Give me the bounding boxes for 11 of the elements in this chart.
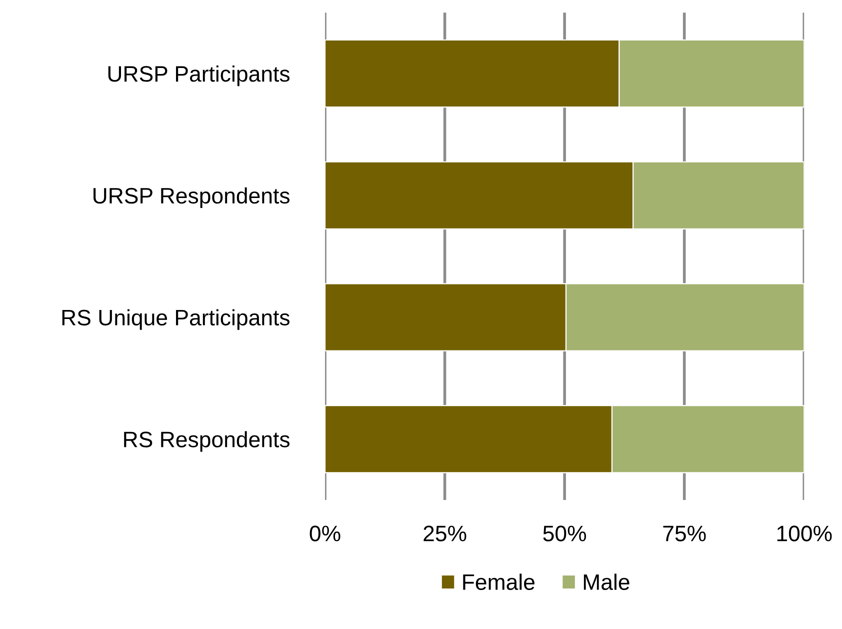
y-tick-label: RS Respondents bbox=[124, 431, 290, 452]
x-tick-label: 100% bbox=[777, 526, 832, 542]
y-tick-label: RS Unique Participants bbox=[62, 309, 290, 330]
x-tick-label: 0% bbox=[310, 526, 340, 542]
y-tick-label: URSP Respondents bbox=[94, 187, 290, 208]
x-tick-label: 75% bbox=[663, 526, 706, 542]
legend-label: Female bbox=[463, 574, 534, 590]
legend-label: Male bbox=[584, 574, 630, 590]
y-tick-label: URSP Participants bbox=[108, 65, 290, 86]
x-tick-label: 25% bbox=[424, 526, 466, 542]
x-tick-label: 50% bbox=[543, 526, 586, 542]
